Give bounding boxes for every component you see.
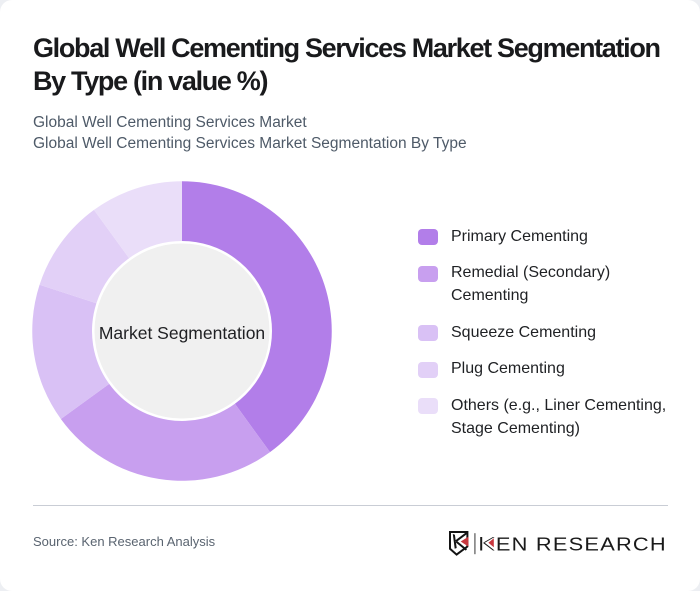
svg-text:EN RESEARCH: EN RESEARCH: [496, 535, 667, 555]
